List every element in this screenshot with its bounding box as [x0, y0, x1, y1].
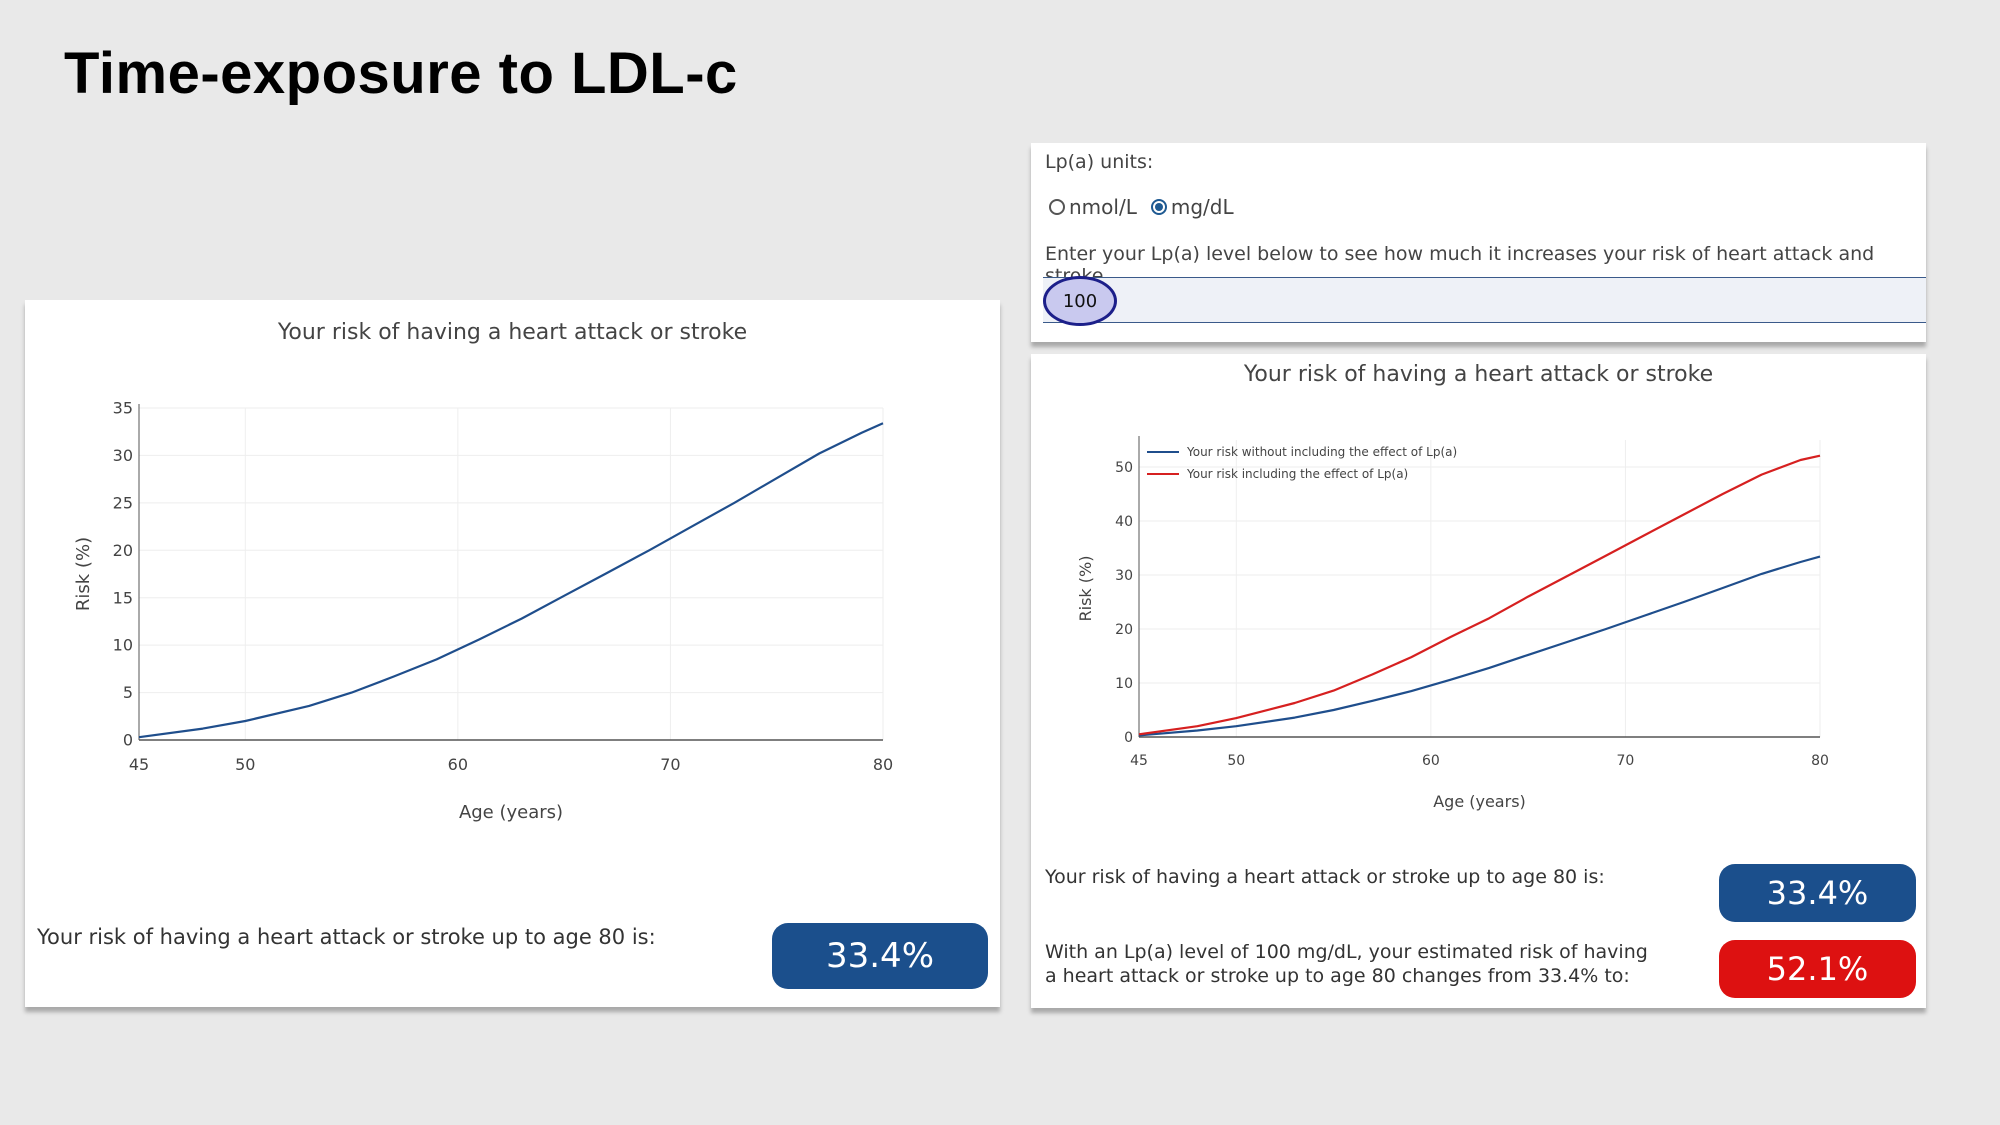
- lpa-risk-line-chart: 45 50 60 70 80 0 10 20 30 40 50 Age (years) Risk (%)…: [1076, 436, 1829, 811]
- unit-option-mgdl[interactable]: mg/dL: [1150, 195, 1234, 219]
- x-tick-label: 70: [1617, 753, 1635, 769]
- x-tick-label: 50: [1227, 753, 1245, 769]
- lpa-input-field[interactable]: [1043, 276, 1926, 326]
- chart-title: Your risk of having a heart attack or st…: [277, 320, 748, 345]
- y-tick-label: 0: [1124, 730, 1133, 746]
- y-tick-label: 35: [113, 399, 133, 418]
- radio-checked-icon[interactable]: [1150, 199, 1167, 215]
- risk-value-badge: 33.4%: [772, 923, 988, 989]
- unit-option-label: nmol/L: [1069, 195, 1137, 219]
- y-tick-label: 50: [1115, 460, 1133, 476]
- y-tick-label: 0: [123, 731, 133, 750]
- y-tick-label: 40: [1115, 514, 1133, 530]
- y-tick-label: 25: [113, 493, 133, 512]
- y-axis-title: Risk (%): [1076, 556, 1095, 622]
- x-axis-title: Age (years): [1433, 792, 1526, 811]
- legend-label: Your risk including the effect of Lp(a): [1186, 467, 1408, 481]
- lpa-value-input[interactable]: [1043, 276, 1117, 326]
- lpa-units-label: Lp(a) units:: [1045, 151, 1154, 173]
- y-tick-label: 30: [113, 446, 133, 465]
- x-tick-label: 70: [660, 755, 680, 774]
- risk-result-label: Your risk of having a heart attack or st…: [1045, 866, 1605, 888]
- risk-result-label: Your risk of having a heart attack or st…: [37, 925, 656, 949]
- radio-unchecked-icon[interactable]: [1049, 199, 1065, 215]
- lpa-risk-value-badge: 52.1%: [1719, 940, 1916, 998]
- y-tick-label: 10: [113, 636, 133, 655]
- x-tick-label: 45: [1130, 753, 1148, 769]
- y-tick-label: 15: [113, 588, 133, 607]
- risk-line-chart: 45 50 60 70 80 0 5 10 15 20 25 30 35 Age (years) Risk …: [73, 399, 893, 823]
- lpa-risk-result-label: With an Lp(a) level of 100 mg/dL, your e…: [1045, 941, 1648, 987]
- series-line: [138, 422, 884, 739]
- y-tick-label: 30: [1115, 568, 1133, 584]
- lpa-units-radio-group: nmol/L mg/dL: [1049, 195, 1248, 219]
- x-tick-label: 80: [1811, 753, 1829, 769]
- lpa-input-panel: Lp(a) units: nmol/L mg/dL Enter your Lp(…: [1031, 143, 1926, 342]
- x-tick-label: 60: [448, 755, 468, 774]
- legend-label: Your risk without including the effect o…: [1186, 445, 1457, 459]
- risk-value-badge: 33.4%: [1719, 864, 1916, 922]
- x-tick-label: 50: [235, 755, 255, 774]
- series-line: [1138, 555, 1821, 737]
- x-axis-title: Age (years): [459, 802, 563, 823]
- y-tick-label: 5: [123, 683, 133, 702]
- x-tick-label: 60: [1422, 753, 1440, 769]
- risk-chart-panel: Your risk of having a heart attack or st…: [25, 300, 1000, 1007]
- slide-title: Time-exposure to LDL-c: [64, 41, 738, 106]
- unit-option-label: mg/dL: [1170, 195, 1234, 219]
- x-tick-label: 80: [873, 755, 893, 774]
- y-tick-label: 10: [1115, 676, 1133, 692]
- lpa-risk-chart-panel: Your risk of having a heart attack or st…: [1031, 354, 1926, 1008]
- y-tick-label: 20: [1115, 622, 1133, 638]
- chart-title: Your risk of having a heart attack or st…: [1243, 362, 1714, 387]
- unit-option-nmol[interactable]: nmol/L: [1049, 195, 1137, 219]
- x-tick-label: 45: [129, 755, 149, 774]
- y-axis-title: Risk (%): [73, 537, 94, 611]
- series-line: [1138, 454, 1821, 736]
- y-tick-label: 20: [113, 541, 133, 560]
